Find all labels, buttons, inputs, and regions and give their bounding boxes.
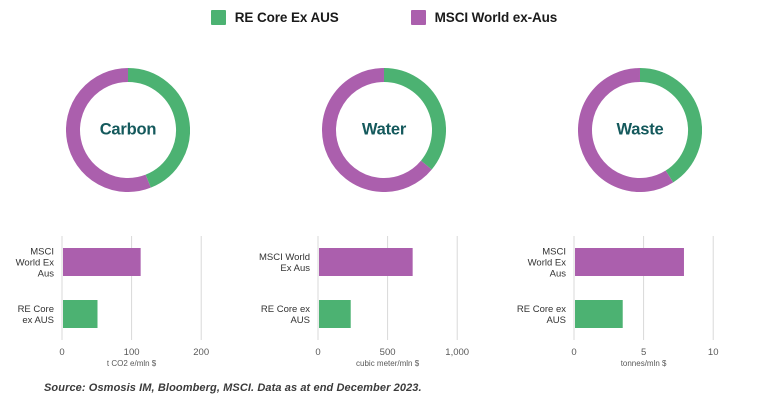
donut-chart-carbon: Carbon	[0, 44, 256, 216]
category-label: MSCI	[542, 247, 566, 258]
x-tick-label: 1,000	[445, 347, 469, 358]
x-tick-label: 0	[59, 347, 64, 358]
bar	[63, 248, 141, 276]
bar-chart-water: MSCI World Ex Aus RE Core ex AUS 0 500 1,000 cu…	[256, 228, 512, 368]
category-label: Aus	[38, 269, 55, 280]
x-axis-title: t CO2 e/mln $	[107, 359, 157, 368]
donut-chart-waste: Waste	[512, 44, 768, 216]
category-label: World Ex	[16, 258, 55, 269]
category-label: AUS	[546, 315, 566, 326]
category-label: Aus	[550, 269, 567, 280]
x-axis-title: cubic meter/mln $	[356, 359, 420, 368]
bar	[319, 300, 351, 328]
donut-segment-msci	[578, 68, 674, 192]
x-tick-label: 0	[315, 347, 320, 358]
category-label: RE Core ex	[261, 304, 310, 315]
donut-water-svg	[322, 68, 446, 192]
chart-legend: RE Core Ex AUS MSCI World ex-Aus	[0, 10, 768, 25]
square-swatch-icon	[210, 10, 226, 25]
x-tick-label: 10	[708, 347, 719, 358]
square-swatch-icon	[410, 10, 426, 25]
category-label: AUS	[290, 315, 310, 326]
category-label: RE Core	[18, 304, 54, 315]
donut-segment-re-core	[639, 68, 702, 183]
legend-item-re-core: RE Core Ex AUS	[210, 10, 339, 25]
category-label: World Ex	[528, 258, 567, 269]
donut-segment-msci	[322, 68, 432, 192]
legend-label: RE Core Ex AUS	[234, 10, 339, 25]
category-label: ex AUS	[22, 315, 54, 326]
category-label: RE Core ex	[517, 304, 566, 315]
bar-chart-row: MSCI World Ex Aus RE Core ex AUS 0 100 200 t CO2…	[0, 228, 768, 368]
category-label: MSCI	[30, 247, 54, 258]
donut-waste-svg	[578, 68, 702, 192]
bar	[575, 248, 684, 276]
bar	[319, 248, 413, 276]
bar	[575, 300, 623, 328]
category-label: MSCI World	[259, 252, 310, 263]
x-tick-label: 5	[641, 347, 646, 358]
legend-label: MSCI World ex-Aus	[434, 10, 558, 25]
category-label: Ex Aus	[280, 263, 310, 274]
bar	[63, 300, 98, 328]
donut-chart-row: Carbon Water Waste	[0, 44, 768, 216]
legend-item-msci-world: MSCI World ex-Aus	[410, 10, 558, 25]
x-tick-label: 200	[193, 347, 209, 358]
donut-segment-re-core	[127, 68, 190, 188]
donut-segment-msci	[66, 68, 151, 192]
bar-chart-carbon: MSCI World Ex Aus RE Core ex AUS 0 100 200 t CO2…	[0, 228, 256, 368]
source-note: Source: Osmosis IM, Bloomberg, MSCI. Dat…	[44, 382, 422, 394]
bar-chart-waste: MSCI World Ex Aus RE Core ex AUS 0 5 10 tonnes/m…	[512, 228, 768, 368]
donut-carbon-svg	[66, 68, 190, 192]
donut-segment-re-core	[383, 68, 446, 170]
x-tick-label: 0	[571, 347, 576, 358]
x-tick-label: 500	[380, 347, 396, 358]
x-axis-title: tonnes/mln $	[621, 359, 667, 368]
x-tick-label: 100	[124, 347, 140, 358]
donut-chart-water: Water	[256, 44, 512, 216]
